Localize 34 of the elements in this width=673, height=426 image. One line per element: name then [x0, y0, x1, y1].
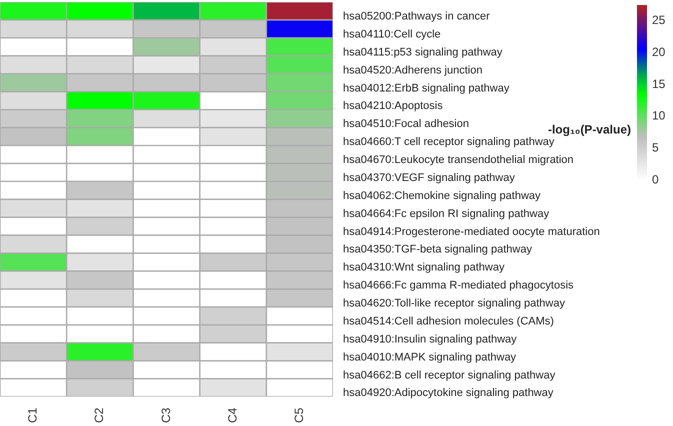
- y-tick-label: hsa04670:Leukocyte transendothelial migration: [343, 154, 574, 166]
- color-bar-label: 15: [652, 76, 666, 91]
- y-tick-label: hsa04310:Wnt signaling pathway: [343, 262, 505, 274]
- y-tick-label: hsa04012:ErbB signaling pathway: [343, 82, 510, 94]
- y-tick-label: hsa04010:MAPK signaling pathway: [343, 351, 517, 364]
- y-tick-label: hsa04664:Fc epsilon RI signaling pathway: [343, 208, 550, 220]
- y-tick-label: hsa04662:B cell receptor signaling pathway: [343, 369, 556, 382]
- y-tick-label: hsa04350:TGF-beta signaling pathway: [343, 244, 532, 256]
- color-bar-title: -log₁₀(P-value): [548, 122, 631, 136]
- y-tick-label: hsa04666:Fc gamma R-mediated phagocytosis: [343, 280, 574, 292]
- color-bar-label: 0: [652, 172, 659, 186]
- x-tick-label: C4: [225, 407, 240, 424]
- y-tick-label: hsa05200:Pathways in cancer: [343, 10, 490, 22]
- y-tick-label: hsa04920:Adipocytokine signaling pathway: [343, 387, 554, 400]
- x-tick-label: C3: [158, 407, 173, 424]
- y-tick-label: hsa04514:Cell adhesion molecules (CAMs): [343, 315, 554, 328]
- x-tick-label: C1: [26, 407, 40, 424]
- y-tick-label: hsa04110:Cell cycle: [343, 28, 441, 40]
- y-tick-label: hsa04520:Adherens junction: [343, 64, 482, 76]
- x-tick-label: C5: [292, 407, 306, 424]
- y-tick-label: hsa04210:Apoptosis: [343, 100, 444, 112]
- color-bar-label: 20: [652, 45, 666, 60]
- y-tick-label: hsa04510:Focal adhesion: [343, 118, 469, 130]
- y-tick-label: hsa04620:Toll-like receptor signaling pathway: [343, 298, 566, 310]
- color-bar-label: 10: [652, 108, 666, 123]
- color-bar-label: 25: [652, 13, 666, 28]
- y-tick-label: hsa04660:T cell receptor signaling pathway: [343, 136, 555, 148]
- x-tick-label: C2: [92, 407, 106, 424]
- color-bar-label: 5: [652, 140, 659, 154]
- y-tick-label: hsa04914:Progesterone-mediated oocyte maturation: [343, 226, 600, 238]
- y-tick-label: hsa04370:VEGF signaling pathway: [343, 172, 516, 184]
- y-tick-label: hsa04910:Insulin signaling pathway: [343, 333, 518, 346]
- y-tick-label: hsa04115:p53 signaling pathway: [343, 46, 503, 58]
- y-tick-label: hsa04062:Chemokine signaling pathway: [343, 190, 542, 202]
